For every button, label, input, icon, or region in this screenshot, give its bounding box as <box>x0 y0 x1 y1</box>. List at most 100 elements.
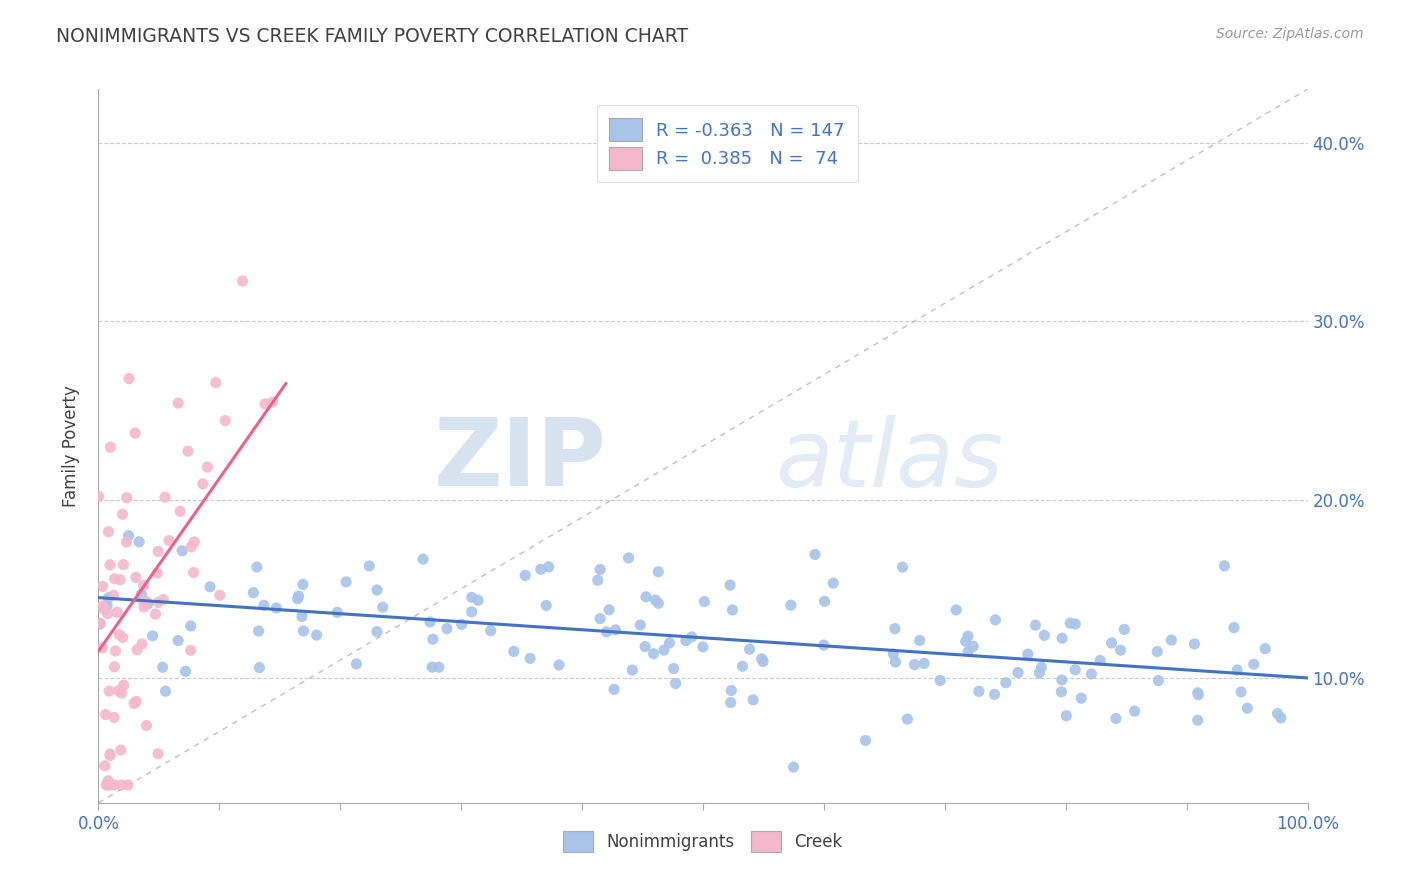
Point <box>167 633 190 648</box>
Point <box>103 588 125 602</box>
Point <box>681 630 703 644</box>
Point <box>1187 713 1209 727</box>
Point <box>359 558 381 573</box>
Point <box>246 560 269 574</box>
Point <box>127 642 149 657</box>
Point <box>436 622 458 636</box>
Point <box>115 491 138 505</box>
Point <box>742 693 765 707</box>
Point <box>1184 637 1206 651</box>
Point <box>94 707 117 722</box>
Point <box>896 712 918 726</box>
Point <box>191 476 214 491</box>
Point <box>1223 621 1246 635</box>
Point <box>1028 665 1050 680</box>
Point <box>110 743 132 757</box>
Point <box>132 600 155 615</box>
Point <box>644 593 666 607</box>
Point <box>180 619 202 633</box>
Point <box>1064 663 1087 677</box>
Point <box>97 778 120 792</box>
Point <box>326 605 349 619</box>
Point <box>675 633 697 648</box>
Point <box>117 778 139 792</box>
Point <box>335 574 357 589</box>
Point <box>183 535 205 549</box>
Point <box>136 597 159 611</box>
Point <box>692 640 714 654</box>
Point <box>1230 685 1253 699</box>
Point <box>1254 641 1277 656</box>
Point <box>782 760 804 774</box>
Point <box>598 603 620 617</box>
Point <box>1088 654 1111 668</box>
Point <box>1187 686 1209 700</box>
Point <box>813 594 835 608</box>
Point <box>177 444 200 458</box>
Point <box>1050 631 1073 645</box>
Point <box>720 696 742 710</box>
Point <box>107 683 129 698</box>
Point <box>658 636 681 650</box>
Point <box>1160 633 1182 648</box>
Point <box>115 535 138 549</box>
Point <box>1226 663 1249 677</box>
Point <box>634 590 657 604</box>
Point <box>292 624 315 638</box>
Point <box>366 582 388 597</box>
Point <box>135 594 157 608</box>
Point <box>1031 660 1053 674</box>
Point <box>253 599 276 613</box>
Point <box>945 603 967 617</box>
Point <box>1033 628 1056 642</box>
Point <box>122 697 145 711</box>
Point <box>1070 691 1092 706</box>
Text: NONIMMIGRANTS VS CREEK FAMILY POVERTY CORRELATION CHART: NONIMMIGRANTS VS CREEK FAMILY POVERTY CO… <box>56 27 689 45</box>
Point <box>104 572 127 586</box>
Point <box>519 651 541 665</box>
Point <box>605 623 627 637</box>
Point <box>89 617 111 632</box>
Point <box>731 659 754 673</box>
Point <box>148 595 170 609</box>
Point <box>96 599 118 613</box>
Point <box>595 624 617 639</box>
Point <box>1050 685 1073 699</box>
Point <box>141 629 163 643</box>
Point <box>884 655 907 669</box>
Point <box>804 548 827 562</box>
Point <box>420 660 443 674</box>
Point <box>479 624 502 638</box>
Point <box>515 568 537 582</box>
Point <box>467 593 489 607</box>
Point <box>461 591 484 605</box>
Point <box>180 643 202 657</box>
Point <box>984 613 1007 627</box>
Point <box>103 710 125 724</box>
Point <box>779 598 801 612</box>
Point <box>97 773 120 788</box>
Point <box>813 638 835 652</box>
Point <box>634 640 657 654</box>
Point <box>502 644 524 658</box>
Point <box>91 640 114 655</box>
Point <box>169 504 191 518</box>
Point <box>87 489 110 503</box>
Point <box>125 694 148 708</box>
Point <box>891 560 914 574</box>
Point <box>111 631 134 645</box>
Point <box>98 558 121 572</box>
Point <box>131 587 153 601</box>
Point <box>752 655 775 669</box>
Point <box>1187 688 1209 702</box>
Text: ZIP: ZIP <box>433 414 606 507</box>
Point <box>1080 667 1102 681</box>
Point <box>205 376 228 390</box>
Point <box>955 634 977 648</box>
Point <box>536 599 558 613</box>
Point <box>346 657 368 671</box>
Point <box>112 678 135 692</box>
Point <box>1059 616 1081 631</box>
Point <box>262 395 284 409</box>
Point <box>718 578 741 592</box>
